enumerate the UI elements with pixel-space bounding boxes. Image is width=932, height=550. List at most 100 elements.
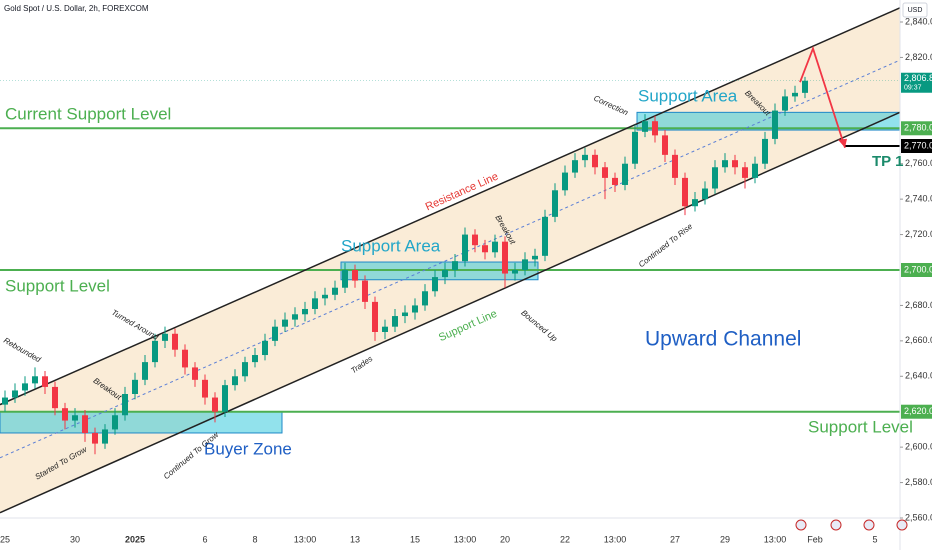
candle-body xyxy=(782,96,788,111)
candle-body xyxy=(712,167,718,189)
candle-body xyxy=(222,385,228,412)
candle-body xyxy=(92,432,98,444)
last-price-box xyxy=(901,72,932,93)
annotation-label: Support Area xyxy=(638,86,738,105)
x-tick-label: 13:00 xyxy=(764,534,787,544)
candle-body xyxy=(532,255,538,260)
candle-body xyxy=(502,241,508,274)
candle-body xyxy=(22,383,28,391)
candle-body xyxy=(352,270,358,281)
candle-body xyxy=(372,301,378,332)
x-tick-label: 15 xyxy=(410,534,420,544)
candle-body xyxy=(202,379,208,398)
x-tick-label: 29 xyxy=(720,534,730,544)
y-tick-label: 2,740.00 xyxy=(905,194,932,204)
candle-body xyxy=(322,294,328,299)
candle-body xyxy=(152,340,158,363)
x-tick-label: 2025 xyxy=(125,534,145,544)
channel-line xyxy=(0,111,900,514)
zone xyxy=(0,411,283,434)
currency-box xyxy=(902,2,928,18)
x-tick-label: 27 xyxy=(670,534,680,544)
plot-area xyxy=(0,7,900,514)
candle-body xyxy=(662,135,668,155)
candle-body xyxy=(552,190,558,217)
candle-body xyxy=(512,270,518,274)
countdown: 09:37 xyxy=(904,85,922,92)
candle-body xyxy=(272,326,278,341)
candle-body xyxy=(2,397,8,405)
candle-body xyxy=(412,305,418,313)
x-tick-label: 22 xyxy=(560,534,570,544)
price-label-box xyxy=(901,404,932,419)
x-tick-label: 13:00 xyxy=(454,534,477,544)
y-tick-label: 2,820.00 xyxy=(905,52,932,62)
candle-body xyxy=(692,199,698,207)
x-tick-label: 6 xyxy=(202,534,207,544)
candle-body xyxy=(102,429,108,444)
annotation-label: TP 1 xyxy=(872,153,903,170)
candle-body xyxy=(162,333,168,341)
annotation-label: Buyer Zone xyxy=(204,439,292,458)
candle-body xyxy=(302,308,308,315)
candle-body xyxy=(602,167,608,178)
price-label-box xyxy=(901,263,932,277)
candle-body xyxy=(32,376,38,384)
price-label: 2,770.00 xyxy=(904,140,932,150)
candle-body xyxy=(752,163,758,178)
chart-title: Gold Spot / U.S. Dollar, 2h, FOREXCOM xyxy=(4,4,149,13)
candle-body xyxy=(452,261,458,270)
x-tick-label: 20 xyxy=(500,534,510,544)
candle-body xyxy=(232,376,238,386)
candle-body xyxy=(392,316,398,327)
candle-body xyxy=(362,280,368,302)
annotation-label: Current Support Level xyxy=(5,104,171,123)
candle-body xyxy=(432,277,438,292)
channel-line xyxy=(0,7,900,406)
x-tick-label: 13:00 xyxy=(604,534,627,544)
y-tick-label: 2,640.00 xyxy=(905,371,932,381)
candle-body xyxy=(642,121,648,132)
y-tick-label: 2,560.00 xyxy=(905,512,932,522)
candle-body xyxy=(522,259,528,270)
y-tick-label: 2,660.00 xyxy=(905,335,932,345)
x-tick-label: 8 xyxy=(252,534,257,544)
candle-body xyxy=(242,362,248,377)
candle-body xyxy=(702,188,708,200)
candle-body xyxy=(342,270,348,288)
x-tick-label: Feb xyxy=(807,534,823,544)
candle-body xyxy=(42,376,48,387)
candle-body xyxy=(282,319,288,327)
candle-body xyxy=(332,287,338,295)
annotation-label: Upward Channel xyxy=(645,328,801,351)
candle-body xyxy=(212,397,218,412)
price-label-box xyxy=(901,121,932,136)
x-tick-label: 13:00 xyxy=(294,534,317,544)
candle-body xyxy=(312,298,318,309)
candle-body xyxy=(562,172,568,191)
candle-body xyxy=(192,367,198,380)
candle-body xyxy=(572,160,578,173)
currency: USD xyxy=(908,7,923,14)
candle-body xyxy=(592,154,598,168)
candle-body xyxy=(52,386,58,409)
candle-body xyxy=(612,177,618,185)
candle-body xyxy=(622,163,628,185)
candle-body xyxy=(482,245,488,253)
y-tick-label: 2,580.00 xyxy=(905,477,932,487)
price-label: 2,700.00 xyxy=(904,264,932,274)
candle-body xyxy=(12,390,18,398)
candle-body xyxy=(732,160,738,168)
candle-body xyxy=(792,92,798,97)
candle-body xyxy=(142,362,148,380)
candle-body xyxy=(402,312,408,317)
candle-body xyxy=(492,241,498,253)
candle-body xyxy=(252,355,258,363)
annotation-label: Support Area xyxy=(341,236,441,255)
candle-body xyxy=(772,110,778,139)
candle-body xyxy=(542,216,548,256)
price-label-box xyxy=(901,139,932,153)
price-label: 2,620.00 xyxy=(904,406,932,416)
flag-icons xyxy=(795,519,908,531)
annotation-label: Support Level xyxy=(5,276,110,295)
